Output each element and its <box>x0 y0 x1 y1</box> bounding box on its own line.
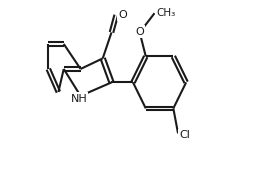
Text: O: O <box>118 10 127 20</box>
Text: CH₃: CH₃ <box>156 8 176 18</box>
Text: NH: NH <box>70 94 87 104</box>
Text: O: O <box>135 27 144 36</box>
Text: Cl: Cl <box>179 130 190 140</box>
